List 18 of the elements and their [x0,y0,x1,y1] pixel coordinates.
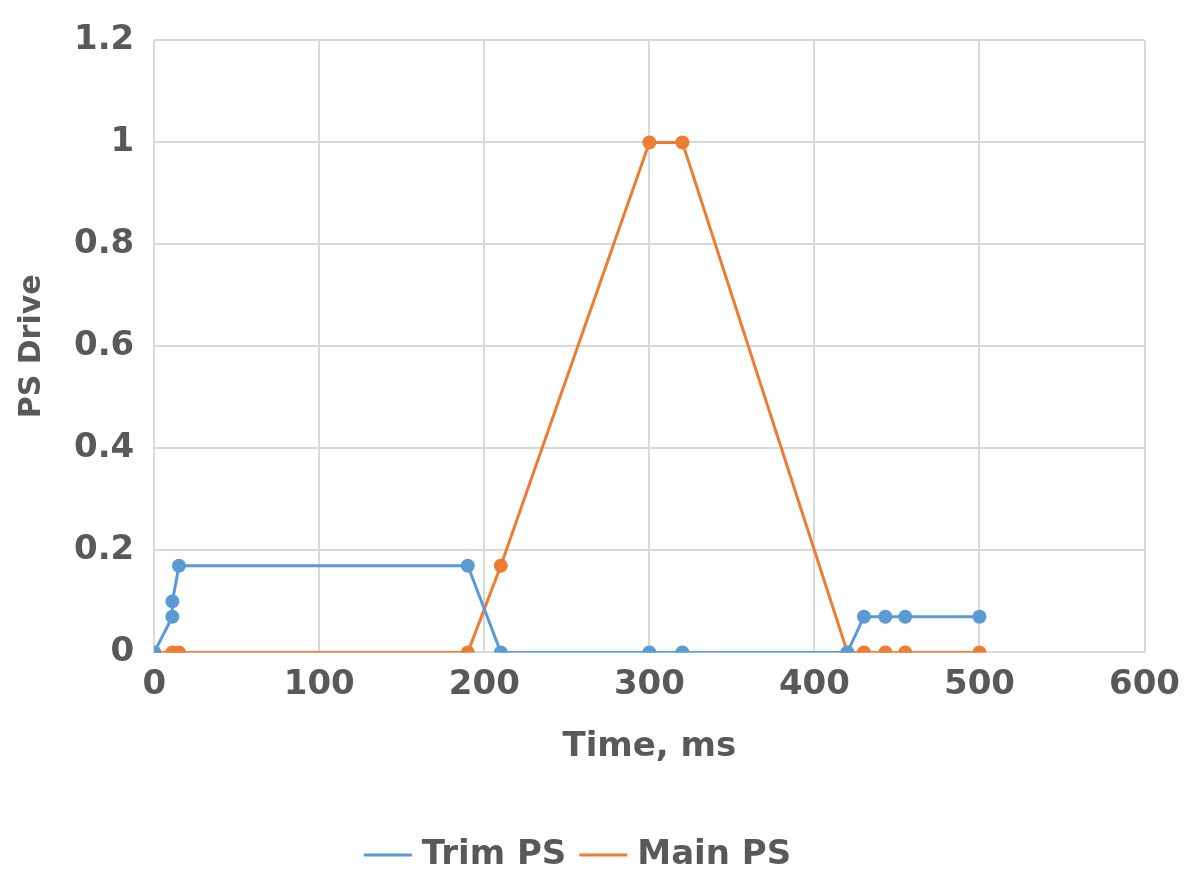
x-tick-label: 500 [943,661,1015,702]
x-axis-title: Time, ms [562,724,737,765]
y-tick-label: 0.6 [74,323,135,364]
x-tick-label: 200 [448,661,520,702]
y-tick-label: 0 [110,629,135,670]
x-tick-label: 400 [778,661,850,702]
y-tick-label: 0.4 [74,425,135,466]
y-axis-title: PS Drive [11,274,47,419]
y-tick-label: 0.2 [74,527,135,568]
legend-label: Main PS [637,831,792,872]
x-tick-label: 0 [142,661,167,702]
x-tick-label: 300 [613,661,685,702]
x-tick-label: 600 [1109,661,1181,702]
y-tick-label: 1.2 [74,17,135,58]
x-tick-label: 100 [283,661,355,702]
y-tick-label: 1 [110,119,135,160]
legend-label: Trim PS [421,831,567,872]
y-tick-label: 0.8 [74,221,135,262]
